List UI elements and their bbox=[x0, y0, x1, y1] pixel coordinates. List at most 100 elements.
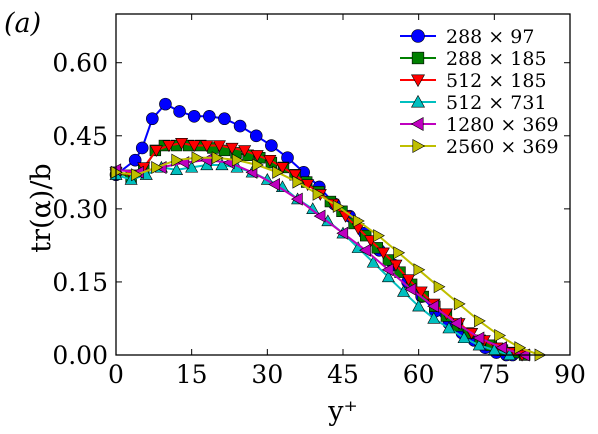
y-tick-label: 0.45 bbox=[52, 122, 108, 151]
x-tick-label: 0 bbox=[108, 360, 124, 389]
data-point bbox=[203, 110, 216, 123]
data-point bbox=[171, 153, 184, 167]
data-point bbox=[414, 286, 428, 299]
series-6 bbox=[110, 151, 547, 362]
data-point bbox=[191, 151, 204, 165]
legend-entry: 2560 × 369 bbox=[400, 136, 559, 158]
data-point bbox=[159, 97, 172, 111]
data-point bbox=[472, 338, 486, 351]
data-point bbox=[151, 160, 163, 174]
x-tick-label: 60 bbox=[403, 360, 435, 389]
data-point bbox=[272, 165, 285, 179]
x-tick-label: 75 bbox=[478, 360, 510, 389]
legend-marker bbox=[411, 51, 425, 65]
data-point bbox=[404, 282, 417, 296]
legend-marker bbox=[410, 94, 426, 108]
legend-label: 288 × 185 bbox=[446, 48, 547, 70]
legend-entry: 512 × 731 bbox=[400, 92, 547, 114]
data-point bbox=[187, 140, 201, 153]
x-tick-label: 30 bbox=[251, 360, 283, 389]
x-tick-label: 45 bbox=[327, 360, 359, 389]
data-point bbox=[250, 150, 264, 162]
data-point bbox=[393, 246, 406, 260]
data-point bbox=[288, 169, 302, 182]
data-point bbox=[412, 299, 426, 312]
data-point bbox=[474, 314, 486, 328]
data-point bbox=[175, 137, 189, 150]
data-point bbox=[200, 140, 214, 153]
data-point bbox=[187, 110, 201, 123]
legend-marker bbox=[410, 116, 424, 132]
data-point bbox=[336, 226, 349, 240]
data-point bbox=[514, 341, 527, 355]
data-point bbox=[472, 331, 485, 345]
legend-marker bbox=[410, 74, 426, 88]
data-point bbox=[290, 192, 303, 206]
data-point bbox=[381, 263, 394, 277]
data-point bbox=[453, 297, 466, 311]
data-point bbox=[433, 280, 446, 294]
data-point bbox=[457, 331, 471, 344]
data-point bbox=[313, 209, 326, 223]
data-point bbox=[373, 229, 385, 243]
data-point bbox=[494, 329, 506, 343]
data-point bbox=[212, 140, 226, 153]
series-line bbox=[115, 156, 541, 356]
axes: 0 15 30 45 60 75 90 0.00 0.15 0.30 0.45 0.60 bbox=[52, 14, 586, 389]
data-point bbox=[233, 119, 247, 133]
data-point bbox=[376, 247, 390, 260]
panel-label: (a) bbox=[4, 8, 41, 39]
legend-entry: 288 × 97 bbox=[400, 26, 534, 48]
y-tick-label: 0.15 bbox=[52, 268, 108, 297]
data-point bbox=[301, 179, 315, 192]
legend-marker bbox=[411, 29, 425, 43]
data-point bbox=[397, 285, 411, 297]
data-point bbox=[263, 155, 277, 167]
legend-label: 512 × 731 bbox=[446, 92, 547, 114]
x-axis-title: y⁺ bbox=[327, 396, 358, 427]
data-point bbox=[252, 158, 264, 172]
legend-label: 512 × 185 bbox=[446, 70, 547, 92]
legend-marker bbox=[412, 138, 426, 154]
legend-label: 2560 × 369 bbox=[446, 136, 559, 158]
data-point bbox=[173, 105, 186, 118]
data-point bbox=[218, 112, 231, 126]
y-axis-title: tr(α)/b bbox=[26, 163, 57, 252]
data-point bbox=[495, 341, 508, 355]
data-point bbox=[131, 168, 143, 182]
data-point bbox=[135, 141, 149, 155]
data-point bbox=[265, 139, 278, 152]
legend-label: 288 × 97 bbox=[446, 26, 534, 48]
data-point bbox=[366, 255, 380, 268]
legend-label: 1280 × 369 bbox=[446, 114, 559, 136]
y-tick-label: 0.00 bbox=[52, 341, 108, 370]
data-point bbox=[332, 199, 345, 213]
data-point bbox=[292, 175, 305, 189]
data-point bbox=[427, 299, 439, 313]
y-tick-label: 0.30 bbox=[52, 195, 108, 224]
data-point bbox=[413, 263, 426, 277]
legend-entry: 288 × 185 bbox=[400, 48, 547, 70]
y-tick-label: 0.60 bbox=[52, 49, 108, 78]
data-point bbox=[394, 266, 406, 278]
data-point bbox=[238, 145, 252, 158]
data-point bbox=[231, 153, 244, 167]
series-line bbox=[115, 144, 525, 356]
legend-entry: 1280 × 369 bbox=[400, 114, 559, 136]
data-point bbox=[211, 151, 224, 165]
data-point bbox=[381, 270, 395, 283]
data-point bbox=[402, 274, 416, 287]
data-point bbox=[353, 214, 365, 228]
data-point bbox=[162, 140, 176, 153]
data-point bbox=[149, 145, 163, 158]
x-tick-label: 15 bbox=[176, 360, 208, 389]
data-point bbox=[449, 316, 462, 330]
data-point bbox=[427, 311, 441, 324]
data-point bbox=[249, 129, 263, 143]
plot-frame bbox=[115, 13, 571, 356]
data-point bbox=[170, 163, 184, 175]
data-point bbox=[442, 321, 456, 334]
data-point bbox=[225, 142, 239, 155]
